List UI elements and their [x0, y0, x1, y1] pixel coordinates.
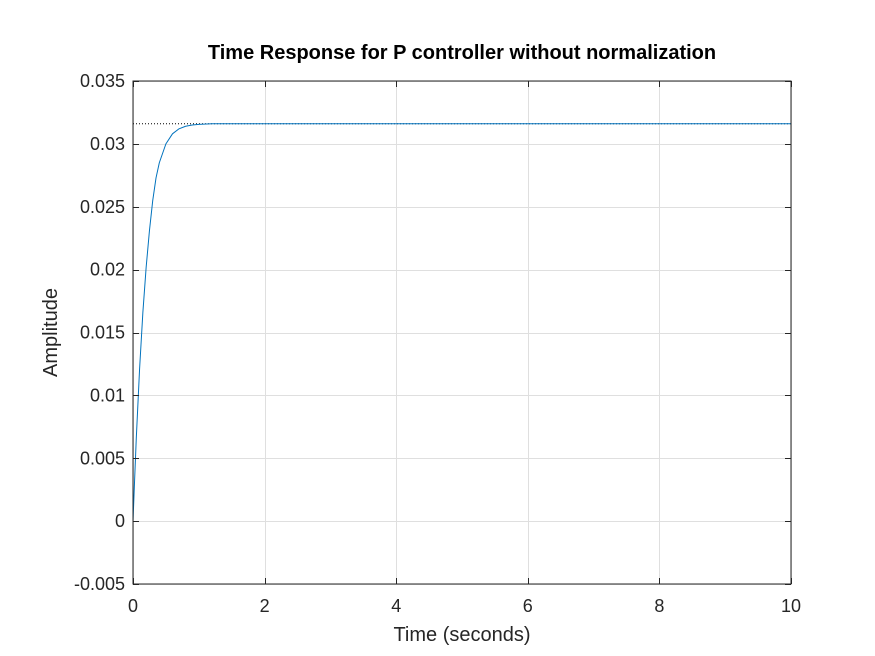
step-response-line: [132, 123, 791, 522]
x-tick-label: 0: [128, 596, 138, 616]
y-tick-label: 0.02: [90, 260, 125, 280]
series-layer: [132, 123, 791, 522]
x-tick-label: 4: [391, 596, 401, 616]
x-tick-label: 8: [654, 596, 664, 616]
y-tick-label: 0.025: [80, 197, 125, 217]
y-axis-ticks: -0.005 0 0.005 0.01 0.015 0.02 0.025 0.03 0.035: [74, 71, 791, 594]
x-axis-ticks: 0 2 4 6 8 10: [128, 81, 801, 616]
axes-box: [132, 80, 792, 585]
y-tick-label: 0.03: [90, 134, 125, 154]
y-tick-label: 0.005: [80, 448, 125, 468]
y-tick-label: 0.01: [90, 385, 125, 405]
plot-area: [133, 81, 791, 584]
x-axis-label: Time (seconds): [393, 624, 530, 646]
y-axis-label: Amplitude: [40, 288, 62, 377]
x-tick-label: 10: [781, 596, 801, 616]
x-tick-label: 6: [523, 596, 533, 616]
chart-title: Time Response for P controller without n…: [208, 42, 716, 64]
x-tick-label: 2: [260, 596, 270, 616]
y-tick-label: 0.015: [80, 323, 125, 343]
y-tick-label: 0.035: [80, 71, 125, 91]
y-tick-label: 0: [115, 511, 125, 531]
y-tick-label: -0.005: [74, 574, 125, 594]
